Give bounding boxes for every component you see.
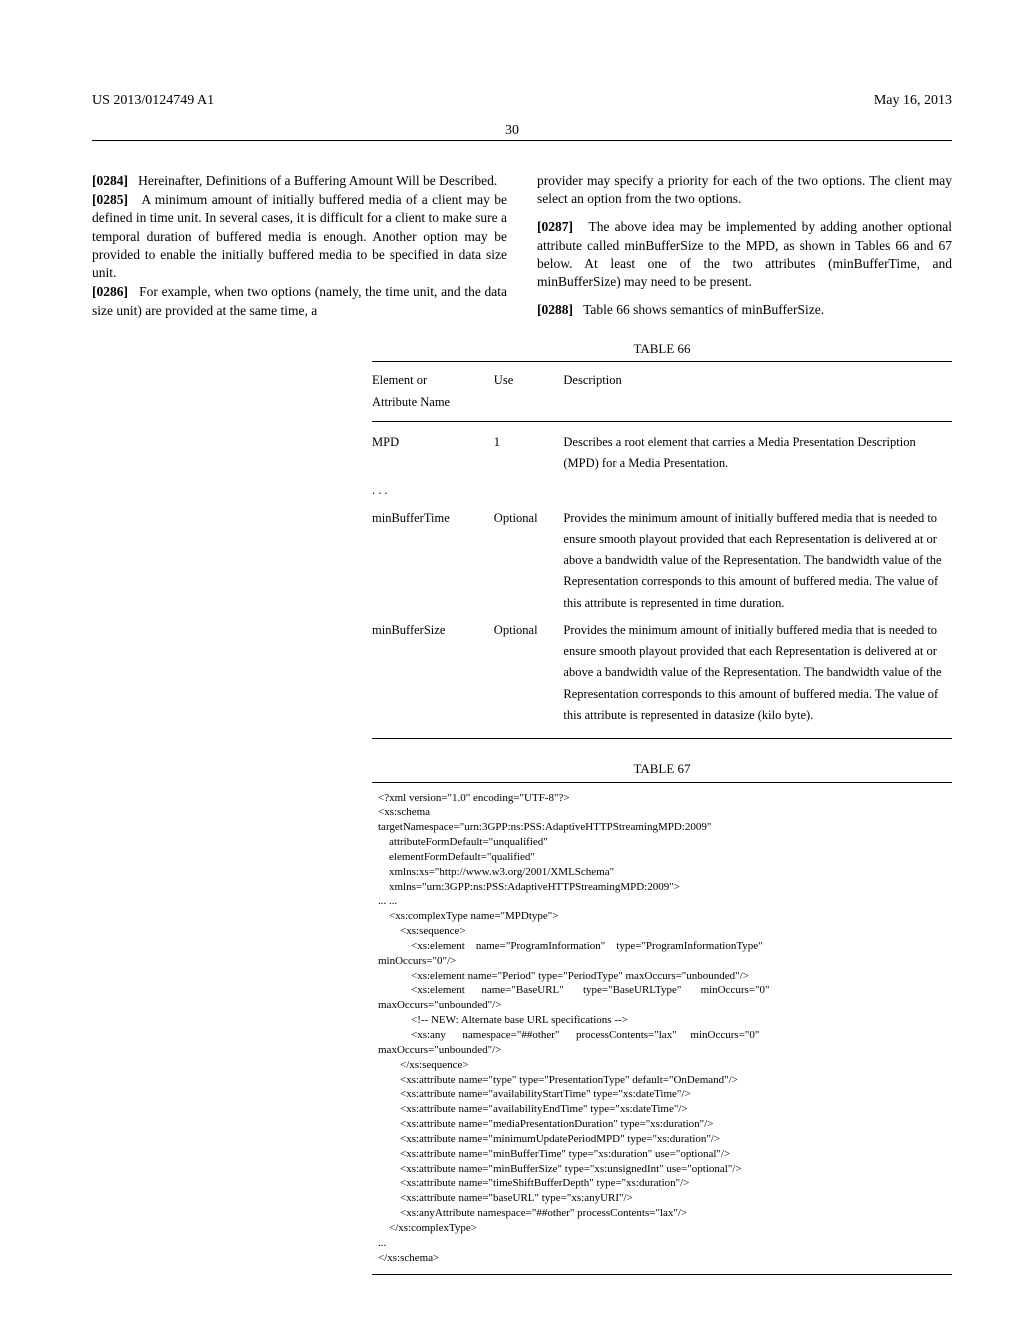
- para-286: [0286] For example, when two options (na…: [92, 283, 507, 319]
- page-number: 30: [505, 120, 519, 141]
- cell-desc: Provides the minimum amount of initially…: [563, 617, 952, 739]
- para-num: [0285]: [92, 192, 128, 207]
- para-288: [0288] Table 66 shows semantics of minBu…: [537, 301, 952, 319]
- para-num: [0284]: [92, 173, 128, 188]
- col-header-name: Element or Attribute Name: [372, 362, 494, 422]
- cell-use: Optional: [494, 505, 564, 617]
- cell-desc: [563, 477, 952, 504]
- header-right: May 16, 2013: [874, 90, 952, 111]
- table-row: . . .: [372, 477, 952, 504]
- content: [0284] Hereinafter, Definitions of a Buf…: [92, 172, 952, 1275]
- para-287: [0287] The above idea may be implemented…: [537, 218, 952, 291]
- col-header-desc: Description: [563, 362, 952, 422]
- table-header-row: Element or Attribute Name Use Descriptio…: [372, 362, 952, 422]
- cell-name: minBufferSize: [372, 617, 494, 739]
- cell-use: Optional: [494, 617, 564, 739]
- cell-use: 1: [494, 421, 564, 477]
- header-rule: [92, 140, 952, 141]
- cell-use: [494, 477, 564, 504]
- cell-desc: Provides the minimum amount of initially…: [563, 505, 952, 617]
- para-text: A minimum amount of initially buffered m…: [92, 192, 507, 280]
- para-text: The above idea may be implemented by add…: [537, 219, 952, 289]
- code-table: <?xml version="1.0" encoding="UTF-8"?> <…: [372, 782, 952, 1275]
- para-284: [0284] Hereinafter, Definitions of a Buf…: [92, 172, 507, 190]
- table-caption: TABLE 67: [372, 759, 952, 779]
- para-num: [0286]: [92, 284, 128, 299]
- cell-name: minBufferTime: [372, 505, 494, 617]
- page-header: US 2013/0124749 A1 May 16, 2013: [92, 90, 952, 111]
- para-num: [0287]: [537, 219, 573, 234]
- para-285: [0285] A minimum amount of initially buf…: [92, 191, 507, 282]
- cell-name: . . .: [372, 477, 494, 504]
- table-66: TABLE 66 Element or Attribute Name Use D…: [372, 339, 952, 739]
- table-row: minBufferTime Optional Provides the mini…: [372, 505, 952, 617]
- left-column: [0284] Hereinafter, Definitions of a Buf…: [92, 172, 507, 321]
- semantics-table: Element or Attribute Name Use Descriptio…: [372, 361, 952, 739]
- table-row: minBufferSize Optional Provides the mini…: [372, 617, 952, 739]
- two-column-body: [0284] Hereinafter, Definitions of a Buf…: [92, 172, 952, 321]
- cell-desc: Describes a root element that carries a …: [563, 421, 952, 477]
- para-num: [0288]: [537, 302, 573, 317]
- code-body: <?xml version="1.0" encoding="UTF-8"?> <…: [372, 782, 952, 1274]
- para-text: For example, when two options (namely, t…: [92, 284, 507, 317]
- right-column: provider may specify a priority for each…: [537, 172, 952, 321]
- header-left: US 2013/0124749 A1: [92, 90, 214, 111]
- table-67: TABLE 67 <?xml version="1.0" encoding="U…: [372, 759, 952, 1275]
- col-header-use: Use: [494, 362, 564, 422]
- para-text: Table 66 shows semantics of minBufferSiz…: [583, 302, 824, 317]
- table-row: MPD 1 Describes a root element that carr…: [372, 421, 952, 477]
- code-row: <?xml version="1.0" encoding="UTF-8"?> <…: [372, 782, 952, 1274]
- para-text: Hereinafter, Definitions of a Buffering …: [138, 173, 497, 188]
- table-caption: TABLE 66: [372, 339, 952, 359]
- cell-name: MPD: [372, 421, 494, 477]
- para-286b: provider may specify a priority for each…: [537, 172, 952, 208]
